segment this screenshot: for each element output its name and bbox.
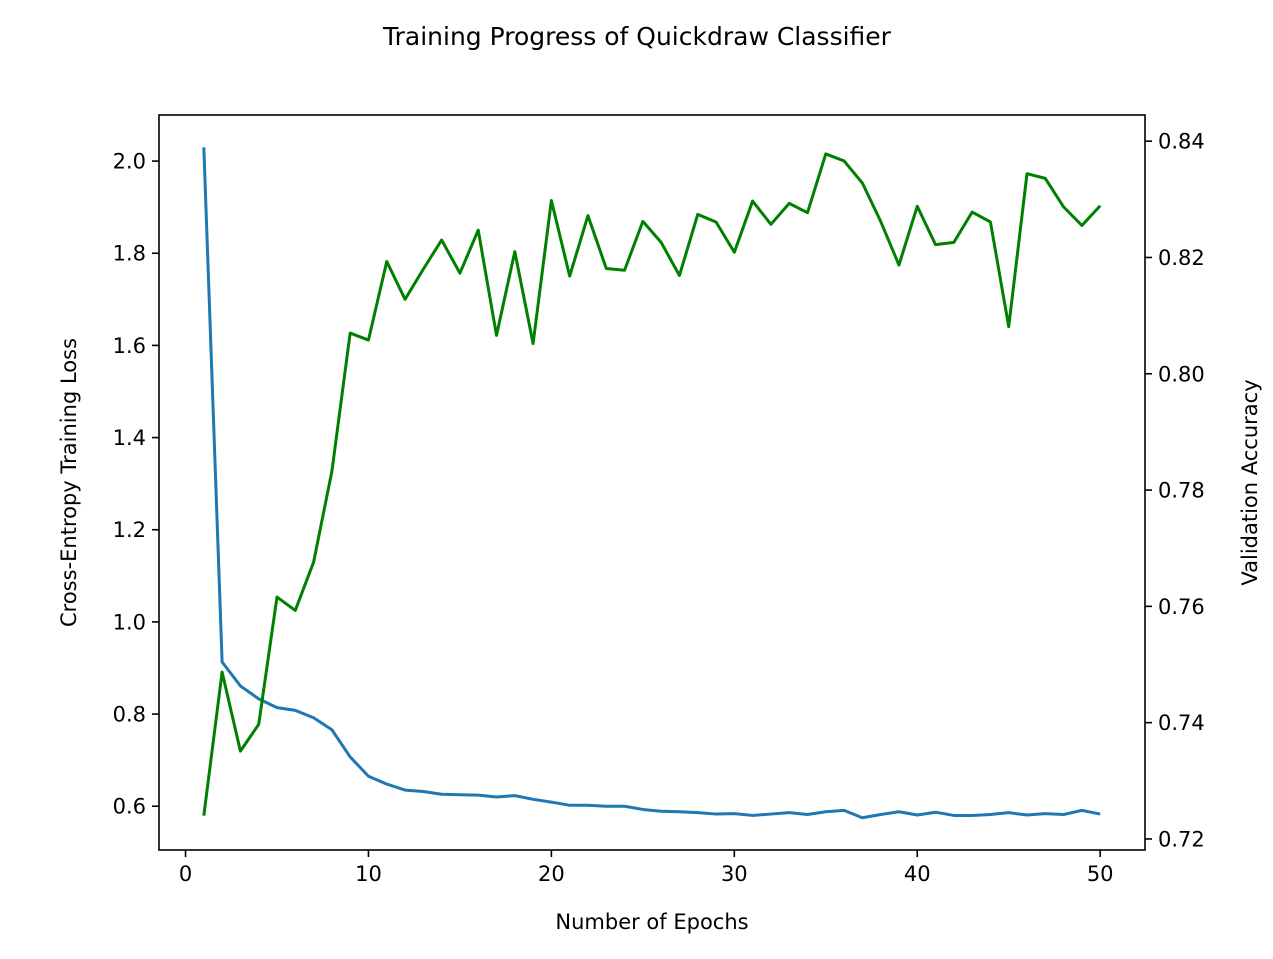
x-tick-label: 30 (721, 862, 748, 886)
x-tick-label: 40 (904, 862, 931, 886)
plot-frame (159, 115, 1145, 850)
series-lines (204, 147, 1100, 818)
x-axis-title: Number of Epochs (555, 910, 748, 934)
y-left-tick-label: 1.6 (113, 334, 146, 358)
y-right-tick-label: 0.84 (1158, 130, 1205, 154)
y-axis-left-title: Cross-Entropy Training Loss (57, 338, 81, 627)
y-axis-left: 0.6 0.8 1.0 1.2 1.4 1.6 1.8 2.0 (113, 150, 159, 819)
x-tick-label: 10 (355, 862, 382, 886)
x-tick-label: 20 (538, 862, 565, 886)
x-tick-label: 0 (179, 862, 192, 886)
y-left-tick-label: 1.0 (113, 610, 146, 634)
y-left-tick-label: 0.6 (113, 795, 146, 819)
training-loss-line (204, 147, 1100, 817)
y-right-tick-label: 0.76 (1158, 595, 1205, 619)
y-right-tick-label: 0.74 (1158, 711, 1205, 735)
y-axis-right-title: Validation Accuracy (1238, 379, 1262, 585)
y-right-tick-label: 0.78 (1158, 479, 1205, 503)
y-left-tick-label: 1.4 (113, 426, 146, 450)
y-right-tick-label: 0.82 (1158, 246, 1205, 270)
x-axis: 0 10 20 30 40 50 (179, 850, 1114, 886)
y-left-tick-label: 1.2 (113, 518, 146, 542)
x-tick-label: 50 (1087, 862, 1114, 886)
chart-title: Training Progress of Quickdraw Classifie… (382, 22, 892, 51)
training-loss-points (204, 147, 1100, 818)
y-left-tick-label: 0.8 (113, 703, 146, 727)
y-axis-right: 0.72 0.74 0.76 0.78 0.80 0.82 0.84 (1145, 130, 1205, 852)
y-left-tick-label: 1.8 (113, 242, 146, 266)
y-left-tick-label: 2.0 (113, 150, 146, 174)
y-right-tick-label: 0.80 (1158, 362, 1205, 386)
validation-accuracy-points (204, 154, 1100, 816)
y-right-tick-label: 0.72 (1158, 827, 1205, 851)
validation-accuracy-line (204, 154, 1100, 816)
